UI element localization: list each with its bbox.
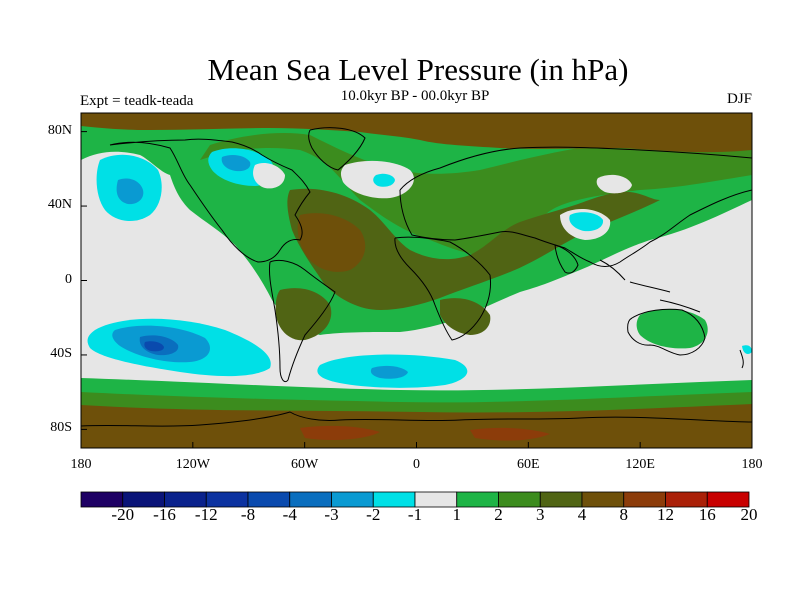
colorbar-label: 12 (657, 505, 674, 524)
period-subtitle: 10.0kyr BP - 00.0kyr BP (340, 88, 490, 104)
colorbar-label: 20 (740, 505, 758, 524)
x-tick-label: 60W (291, 457, 319, 472)
colorbar-label: 16 (698, 505, 716, 524)
coast-australia (627, 308, 706, 356)
colorbar-label: 8 (619, 505, 629, 524)
experiment-label: Expt = teadk-teada (80, 93, 194, 109)
field-atlantic-8 (297, 213, 366, 272)
field-hudson-neg2 (221, 154, 251, 172)
coast-greenland (308, 127, 366, 171)
y-tick-label: 80S (50, 420, 72, 436)
colorbar-label: 1 (452, 505, 462, 524)
pressure-field (81, 113, 752, 448)
x-tick-label: 180 (70, 457, 92, 472)
y-tick-label: 40N (47, 197, 72, 213)
field-dateline-neg (742, 345, 752, 354)
colorbar-swatch (706, 491, 750, 508)
field-spacific-neg4 (144, 341, 164, 352)
x-tick-label: 180 (741, 457, 763, 472)
colorbar-label: -12 (194, 505, 218, 524)
colorbar-label: -1 (407, 505, 423, 524)
coast-india (554, 244, 579, 274)
x-tick-label: 120E (625, 457, 655, 472)
colorbar-label: -16 (153, 505, 176, 524)
coast-southeast-asia (599, 259, 701, 313)
x-tick-label: 120W (175, 457, 210, 472)
colorbar-label: -2 (366, 505, 381, 524)
colorbar-label: -8 (240, 505, 256, 524)
field-australia-positive (636, 308, 708, 349)
colorbar-label: -20 (111, 505, 135, 524)
colorbar-label: -3 (324, 505, 339, 524)
field-satlantic-neg2 (370, 365, 408, 379)
field-south-america-4 (275, 288, 332, 341)
x-tick-label: 0 (413, 457, 420, 472)
field-siberia-grey (596, 174, 632, 194)
field-greenland-grey (253, 163, 285, 189)
coast-new-zealand (739, 349, 744, 369)
y-tick-label: 40S (50, 345, 72, 361)
field-antarctic-12 (300, 425, 550, 441)
colorbar-label: 4 (577, 505, 587, 524)
coast-north-america (109, 138, 311, 263)
field-north-8 (81, 113, 752, 153)
x-tick-label: 60E (517, 457, 540, 472)
field-antarctic-8 (81, 404, 752, 448)
field-southern-africa-4 (440, 298, 491, 335)
field-tibet-neg (569, 212, 604, 232)
season-label: DJF (726, 91, 752, 107)
coast-south-america (269, 259, 336, 383)
coast-africa (394, 236, 491, 341)
coastlines (81, 127, 752, 427)
field-natlantic-neg (373, 173, 395, 187)
colorbar-label: 2 (494, 505, 503, 524)
field-npacific-neg2 (116, 178, 144, 205)
coast-europe-asia (399, 146, 752, 267)
colorbar-label: -4 (282, 505, 297, 524)
y-tick-label: 80N (47, 122, 72, 138)
map-frame (80, 112, 753, 449)
colorbar-label: 3 (536, 505, 545, 524)
field-north-3 (200, 133, 752, 257)
map-title: Mean Sea Level Pressure (in hPa) (207, 52, 629, 87)
colorbar (80, 491, 750, 508)
coast-antarctica (81, 411, 752, 427)
y-tick-label: 0 (65, 271, 72, 287)
